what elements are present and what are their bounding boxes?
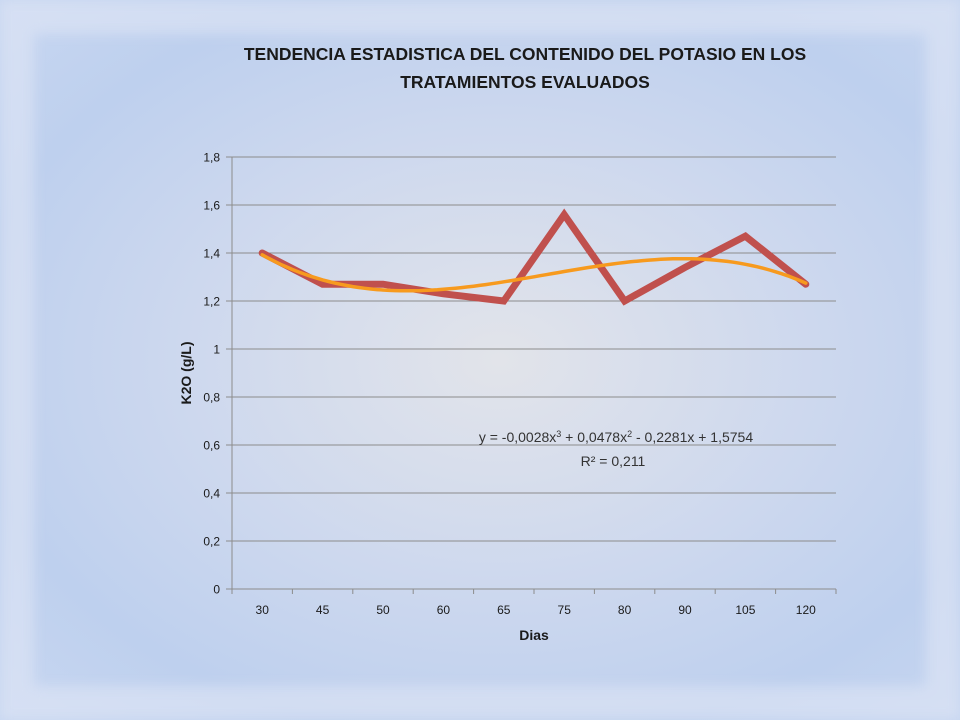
gridlines — [226, 156, 837, 594]
y-tick-label: 0,8 — [203, 391, 220, 405]
chart-title: TENDENCIA ESTADISTICA DEL CONTENIDO DEL … — [180, 40, 870, 96]
x-tick-label: 50 — [376, 603, 390, 617]
y-tick-label: 0,6 — [203, 439, 220, 453]
x-tick-label: 105 — [735, 603, 755, 617]
y-tick-label: 0 — [213, 583, 220, 597]
x-axis-label: Dias — [519, 627, 549, 643]
y-tick-label: 1 — [213, 343, 220, 357]
x-tick-label: 30 — [256, 603, 270, 617]
x-tick-label: 90 — [678, 603, 692, 617]
series-line — [258, 208, 810, 306]
x-tick-label: 60 — [437, 603, 451, 617]
chart-title-line-1: TENDENCIA ESTADISTICA DEL CONTENIDO DEL … — [243, 44, 807, 64]
x-tick-label: 80 — [618, 603, 632, 617]
x-tick-label: 120 — [796, 603, 816, 617]
chart-title-line-2: TRATAMIENTOS EVALUADOS — [400, 72, 650, 92]
y-tick-label: 1,6 — [203, 199, 220, 213]
y-tick-label: 1,4 — [203, 247, 220, 261]
trendline-r-squared: R² = 0,211 — [581, 453, 646, 469]
trendline-equation: y = -0,0028x3 + 0,0478x2 - 0,2281x + 1,5… — [479, 429, 754, 445]
x-tick-label: 45 — [316, 603, 330, 617]
x-tick-label: 65 — [497, 603, 511, 617]
y-tick-label: 1,2 — [203, 295, 220, 309]
y-tick-label: 0,4 — [203, 487, 220, 501]
trendline — [260, 253, 808, 293]
x-tick-labels: 30 45 50 60 65 75 80 90 105 120 — [256, 603, 817, 617]
x-tick-label: 75 — [558, 603, 572, 617]
series-lines — [258, 208, 810, 306]
y-tick-labels: 0 0,2 0,4 0,6 0,8 1 1,2 1,4 1,6 1,8 — [203, 151, 220, 597]
y-tick-label: 0,2 — [203, 535, 220, 549]
y-axis-label: K2O (g/L) — [178, 342, 194, 405]
y-tick-label: 1,8 — [203, 151, 220, 165]
